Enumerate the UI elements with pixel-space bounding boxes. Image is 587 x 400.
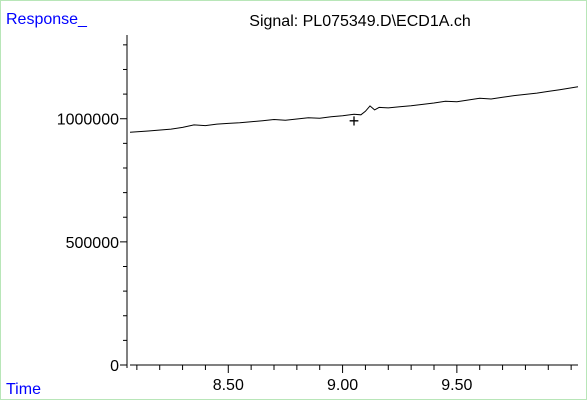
x-tick-label: 9.50 bbox=[441, 377, 472, 394]
cursor-marker: + bbox=[349, 111, 360, 131]
signal-trace bbox=[129, 86, 579, 133]
x-tick-label: 8.50 bbox=[213, 377, 244, 394]
chart-annotations: + bbox=[349, 111, 360, 131]
y-tick-label: 1000000 bbox=[57, 112, 119, 129]
y-axis-label: Response_ bbox=[6, 11, 88, 28]
y-axis-ticks: 0 500000 1000000 bbox=[57, 44, 127, 375]
x-axis-label: Time bbox=[6, 381, 41, 398]
x-axis-ticks: 8.50 9.00 9.50 bbox=[136, 365, 572, 394]
x-tick-label: 9.00 bbox=[327, 377, 358, 394]
y-tick-label: 500000 bbox=[66, 235, 119, 252]
y-tick-label: 0 bbox=[110, 358, 119, 375]
signal-series bbox=[129, 86, 579, 133]
chart-title: Signal: PL075349.D\ECD1A.ch bbox=[249, 13, 470, 30]
